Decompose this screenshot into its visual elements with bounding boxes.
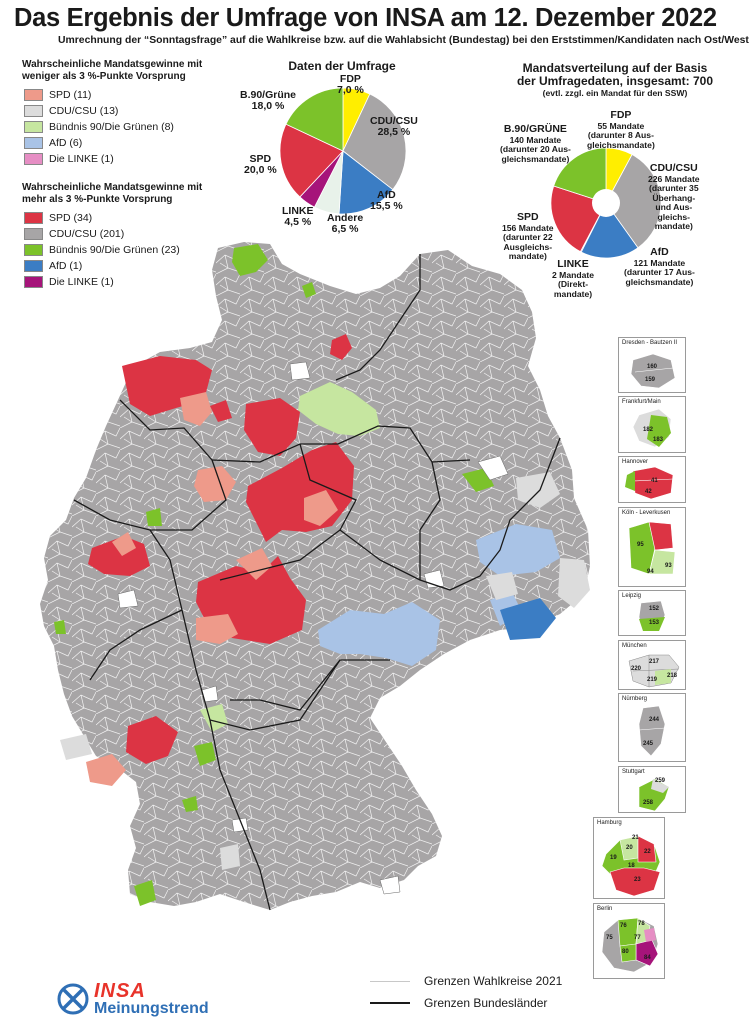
pie-survey-label: Andere 6,5 %	[327, 212, 364, 235]
legend-narrow-list: SPD (11) CDU/CSU (13) Bündnis 90/Die Grüne…	[24, 87, 202, 167]
legend-state-borders: Grenzen Bundesländer	[370, 996, 547, 1010]
constituency-results	[54, 244, 590, 906]
pie-slice-spd	[280, 123, 344, 198]
pie-slice-afd	[580, 202, 639, 258]
legend-label: CDU/CSU (13)	[49, 105, 119, 117]
pie-seats-label: CDU/CSU 226 Mandate (darunter 35 Überhang-u…	[648, 162, 700, 232]
inset-berlin: Berlin 76 78 77 75 80 84	[593, 903, 665, 979]
legend-swatch	[24, 153, 43, 165]
inset-koeln-leverkusen: Köln - Leverkusen 95 94 93	[618, 507, 686, 587]
legend-swatch	[24, 228, 43, 240]
pie-survey-chart	[280, 88, 406, 214]
legend-swatch	[24, 105, 43, 117]
inset-hamburg: Hamburg 21 20 22 19 18 23	[593, 817, 665, 899]
legend-swatch	[24, 260, 43, 272]
legend-wide-item: CDU/CSU (201)	[24, 226, 202, 242]
legend-swatch	[24, 276, 43, 288]
legend-label: SPD (11)	[49, 89, 92, 101]
inset-stuttgart: Stuttgart 259 258	[618, 766, 686, 813]
inset-leipzig: Leipzig 152 153	[618, 590, 686, 636]
pie-survey-label: CDU/CSU 28,5 %	[370, 115, 418, 138]
legend-constituency-borders: Grenzen Wahlkreise 2021	[370, 974, 562, 988]
pie-seats-label: SPD 156 Mandate (darunter 22 Ausgleichs-man…	[502, 211, 554, 262]
insa-logo-brand: INSA	[94, 980, 146, 1002]
pie-slice-cdu-csu	[342, 93, 406, 191]
inset-nuernberg: Nürnberg 244 245	[618, 693, 686, 762]
legend-narrow-heading: Wahrscheinliche Mandatsgewinne mit wenig…	[22, 59, 203, 82]
legend-label: Die LINKE (1)	[49, 153, 114, 165]
pie-slice-cdu-csu	[605, 154, 661, 249]
legend-swatch	[24, 137, 43, 149]
inset-hannover: Hannover 41 42	[618, 456, 686, 503]
germany-constituency-map	[40, 242, 590, 911]
legend-narrow-item: CDU/CSU (13)	[24, 103, 202, 119]
state-borders	[73, 254, 561, 911]
inset-frankfurt: Frankfurt/Main 182 183	[618, 396, 686, 453]
legend-wide-list: SPD (34) CDU/CSU (201) Bündnis 90/Die Grün…	[24, 210, 202, 290]
pie-survey-label: B.90/Grüne 18,0 %	[240, 89, 297, 112]
pie-survey-title: Daten der Umfrage	[288, 59, 396, 73]
page-title: Das Ergebnis der Umfrage von INSA am 12.…	[14, 4, 717, 32]
legend-label: AfD (1)	[49, 260, 83, 272]
legend-swatch	[24, 212, 43, 224]
legend-narrow-item: SPD (11)	[24, 87, 202, 103]
pie-seats-label: AfD 121 Mandate (darunter 17 Aus-gleichsma…	[624, 246, 695, 287]
country-shape	[40, 242, 590, 910]
pie-survey-label: FDP 7,0 %	[337, 73, 364, 96]
page-subtitle: Umrechnung der “Sonntagsfrage” auf die W…	[58, 35, 749, 46]
inset-muenchen: München 217 220 219 218	[618, 640, 686, 690]
legend-swatch	[24, 244, 43, 256]
pie-seats-label: LINKE 2 Mandate (Direkt-mandate)	[552, 258, 595, 299]
pie-survey-label: AfD 15,5 %	[370, 189, 403, 212]
legend-label: Bündnis 90/Die Grünen (8)	[49, 121, 174, 133]
pie-seats-label: FDP 55 Mandate (darunter 8 Aus-gleichsmand…	[587, 109, 655, 150]
legend-narrow-margin: Wahrscheinliche Mandatsgewinne mit wenig…	[22, 59, 202, 167]
legend-swatch	[24, 121, 43, 133]
inset-dresden-bautzen: Dresden - Bautzen II 160 159	[618, 337, 686, 393]
legend-label: Bündnis 90/Die Grünen (23)	[49, 244, 180, 256]
legend-wide-heading: Wahrscheinliche Mandatsgewinne mit mehr …	[22, 182, 203, 205]
pie-seats-chart	[551, 148, 661, 258]
legend-label: SPD (34)	[49, 212, 93, 224]
insa-logo-mark-icon	[57, 983, 89, 1015]
pie-survey-label: SPD 20,0 %	[244, 153, 277, 176]
legend-wide-item: SPD (34)	[24, 210, 202, 226]
pie-survey-label: LINKE 4,5 %	[282, 205, 314, 228]
legend-wide-item: Die LINKE (1)	[24, 274, 202, 290]
legend-wide-margin: Wahrscheinliche Mandatsgewinne mit mehr …	[22, 182, 202, 290]
pie-seats-label: B.90/GRÜNE 140 Mandate (darunter 20 Aus-gl…	[500, 123, 571, 164]
insa-logo-tagline: Meinungstrend	[94, 1000, 209, 1017]
legend-wide-item: Bündnis 90/Die Grünen (23)	[24, 242, 202, 258]
legend-label: CDU/CSU (201)	[49, 228, 125, 240]
pie-center-hole	[592, 189, 620, 217]
legend-narrow-item: Die LINKE (1)	[24, 151, 202, 167]
pie-seats-title: Mandatsverteilung auf der Basis der Umfr…	[516, 61, 714, 99]
legend-narrow-item: AfD (6)	[24, 135, 202, 151]
legend-narrow-item: Bündnis 90/Die Grünen (8)	[24, 119, 202, 135]
legend-swatch	[24, 89, 43, 101]
legend-wide-item: AfD (1)	[24, 258, 202, 274]
legend-label: Die LINKE (1)	[49, 276, 114, 288]
pie-slice-afd	[338, 150, 394, 214]
legend-label: AfD (6)	[49, 137, 83, 149]
pie-slice-b-90-gr-ne	[553, 148, 607, 204]
pie-slice-b-90-gr-ne	[285, 88, 344, 152]
